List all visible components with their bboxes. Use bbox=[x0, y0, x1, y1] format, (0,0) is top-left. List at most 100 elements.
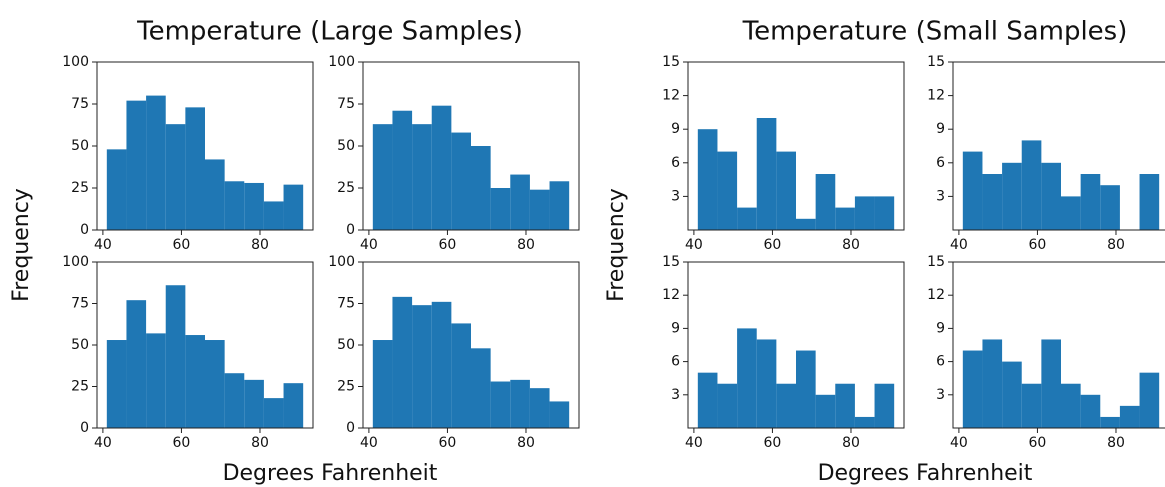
x-tick-label: 80 bbox=[842, 237, 860, 253]
bar bbox=[165, 124, 186, 230]
bar bbox=[854, 196, 875, 230]
x-tick-label: 80 bbox=[1107, 237, 1125, 253]
y-tick-label: 3 bbox=[936, 188, 945, 204]
bar bbox=[392, 296, 413, 428]
y-tick-label: 3 bbox=[671, 387, 680, 403]
bar bbox=[244, 182, 264, 230]
figure-title: Temperature (Large Samples) bbox=[136, 17, 523, 47]
x-tick-label: 40 bbox=[950, 435, 968, 451]
bar bbox=[815, 394, 836, 428]
bar bbox=[224, 181, 245, 230]
bar bbox=[1061, 196, 1081, 230]
panel: 0 25 50 75 100 40 60 80 bbox=[328, 54, 580, 253]
bar bbox=[412, 305, 432, 428]
bar bbox=[815, 174, 836, 230]
y-tick-label: 75 bbox=[71, 296, 89, 312]
y-tick-label: 6 bbox=[936, 155, 945, 171]
panel: 0 25 50 75 100 40 60 80 bbox=[62, 54, 314, 253]
y-tick-label: 12 bbox=[662, 88, 680, 104]
axes-frame bbox=[952, 61, 1165, 231]
axes-frame bbox=[687, 261, 905, 429]
x-tick-label: 60 bbox=[439, 435, 457, 451]
y-tick-label: 75 bbox=[71, 96, 89, 112]
panel: 0 25 50 75 100 40 60 80 bbox=[328, 254, 580, 451]
panel: 3 6 9 12 15 40 60 80 bbox=[662, 254, 905, 451]
y-axis-label: Frequency bbox=[9, 188, 34, 302]
bar bbox=[372, 124, 393, 230]
y-tick-label: 100 bbox=[328, 254, 355, 270]
bar bbox=[717, 151, 738, 230]
bar bbox=[854, 416, 875, 428]
bar bbox=[431, 105, 452, 230]
bar bbox=[717, 383, 738, 428]
bar bbox=[1021, 383, 1042, 428]
bar bbox=[1100, 416, 1120, 428]
bar bbox=[1080, 394, 1101, 428]
x-tick-label: 80 bbox=[517, 237, 535, 253]
bar bbox=[1100, 185, 1120, 230]
bar bbox=[1002, 361, 1022, 428]
x-tick-label: 40 bbox=[94, 435, 112, 451]
y-tick-label: 0 bbox=[80, 420, 89, 436]
figure-title: Temperature (Small Samples) bbox=[742, 17, 1128, 47]
bar bbox=[796, 350, 816, 428]
bar bbox=[283, 383, 304, 428]
x-tick-label: 40 bbox=[685, 435, 703, 451]
axes-frame bbox=[687, 61, 905, 231]
bar bbox=[263, 201, 284, 230]
y-tick-label: 6 bbox=[671, 155, 680, 171]
bar bbox=[451, 323, 471, 428]
panel: 3 6 9 12 15 40 60 80 bbox=[662, 54, 905, 253]
bar bbox=[835, 383, 855, 428]
y-tick-label: 12 bbox=[927, 88, 945, 104]
y-tick-label: 50 bbox=[71, 138, 89, 154]
y-tick-label: 0 bbox=[346, 222, 355, 238]
bar bbox=[106, 340, 127, 428]
x-tick-label: 80 bbox=[517, 435, 535, 451]
x-tick-label: 40 bbox=[685, 237, 703, 253]
y-tick-label: 6 bbox=[936, 354, 945, 370]
y-tick-label: 0 bbox=[346, 420, 355, 436]
y-tick-label: 9 bbox=[671, 320, 680, 336]
y-tick-label: 12 bbox=[662, 287, 680, 303]
bar bbox=[185, 335, 205, 428]
bar bbox=[126, 300, 147, 428]
bar bbox=[549, 401, 570, 428]
y-tick-label: 9 bbox=[936, 320, 945, 336]
bar bbox=[412, 124, 432, 230]
y-tick-label: 15 bbox=[662, 54, 680, 70]
x-tick-label: 40 bbox=[360, 237, 378, 253]
y-tick-label: 3 bbox=[671, 188, 680, 204]
y-tick-label: 25 bbox=[71, 180, 89, 196]
y-tick-label: 50 bbox=[337, 138, 355, 154]
bar bbox=[756, 339, 777, 428]
y-tick-label: 25 bbox=[71, 379, 89, 395]
x-tick-label: 40 bbox=[950, 237, 968, 253]
y-tick-label: 6 bbox=[671, 354, 680, 370]
y-tick-label: 15 bbox=[927, 54, 945, 70]
bar bbox=[529, 189, 550, 230]
y-tick-label: 75 bbox=[337, 96, 355, 112]
bar bbox=[982, 174, 1003, 230]
bar bbox=[1061, 383, 1081, 428]
bar bbox=[776, 383, 796, 428]
y-tick-label: 9 bbox=[671, 121, 680, 137]
bar bbox=[490, 381, 511, 428]
bar bbox=[1080, 174, 1101, 230]
bar bbox=[126, 100, 147, 230]
bar bbox=[737, 328, 757, 428]
y-tick-label: 3 bbox=[936, 387, 945, 403]
bar bbox=[1119, 405, 1140, 428]
x-axis-label: Degrees Fahrenheit bbox=[223, 461, 438, 486]
bar bbox=[244, 379, 264, 428]
bar bbox=[372, 340, 393, 428]
x-tick-label: 80 bbox=[842, 435, 860, 451]
bar bbox=[490, 188, 511, 230]
bar bbox=[185, 107, 205, 230]
x-tick-label: 60 bbox=[1029, 237, 1047, 253]
panel: 3 6 9 12 15 40 60 80 bbox=[927, 254, 1165, 451]
bar bbox=[205, 340, 225, 428]
bar bbox=[1139, 174, 1160, 230]
bar bbox=[1041, 339, 1061, 428]
